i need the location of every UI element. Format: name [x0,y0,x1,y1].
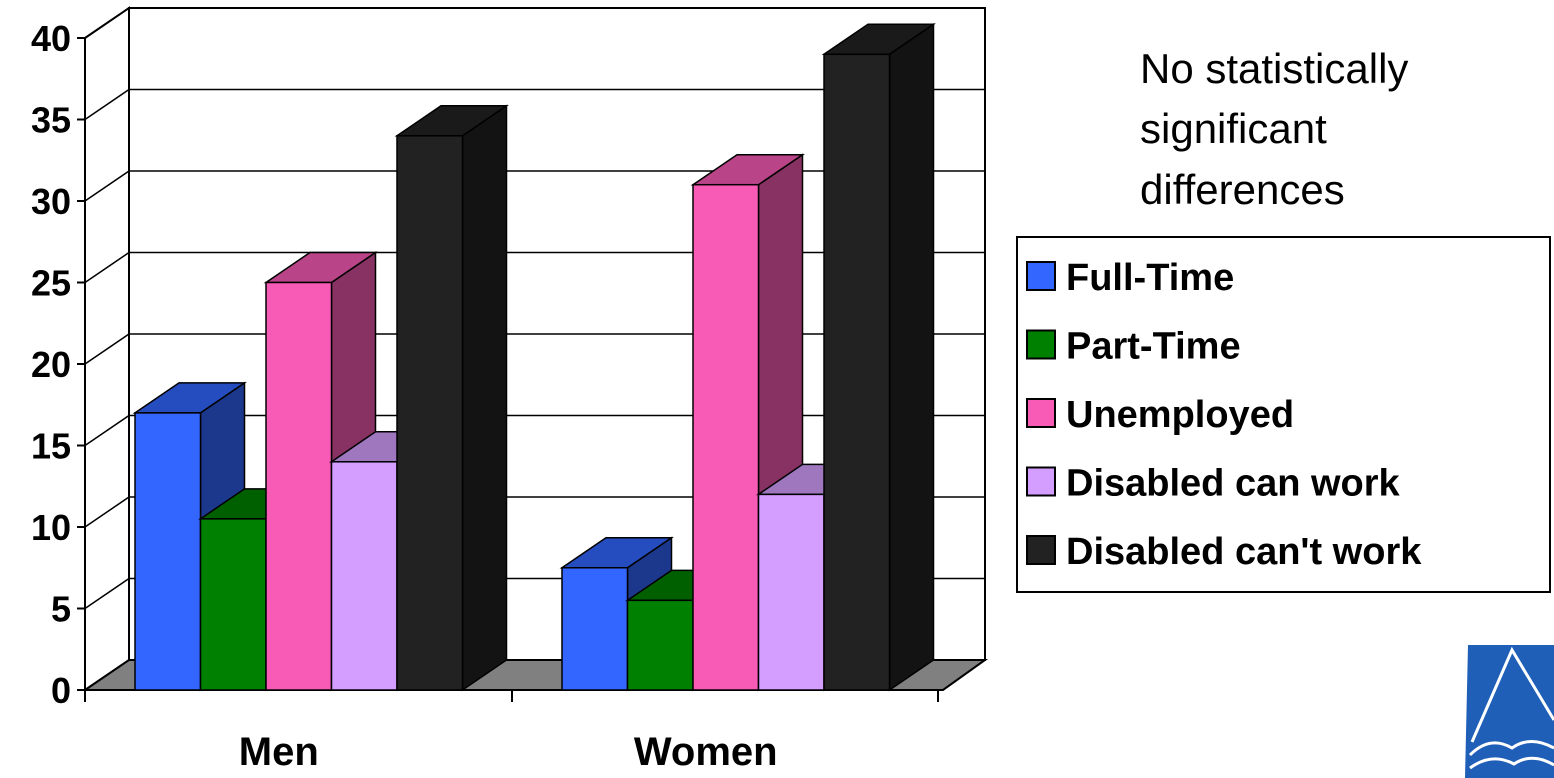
bar [821,22,936,692]
note-line-2: significant [1140,105,1327,152]
y-tick-label: 0 [51,670,71,711]
gridline-diagonal [84,170,130,202]
bar-front [692,183,760,691]
legend-label: Full-Time [1066,257,1234,299]
bar-front [823,53,891,691]
y-tick-label: 5 [51,589,71,630]
y-tick-label: 25 [31,263,71,304]
y-tick-label: 40 [31,18,71,59]
y-tick-label: 10 [31,507,71,548]
bar-front [396,135,464,691]
x-category-labels: Men Women [239,730,778,774]
triangle-logo-icon [1465,645,1554,778]
legend-label: Unemployed [1066,394,1294,436]
y-tick-label: 35 [31,100,71,141]
annotation-note: No statistically significant differences [1140,45,1408,213]
bar-side [461,104,508,692]
bar [394,104,509,692]
bar-front [134,412,202,691]
y-tick-label: 20 [31,344,71,385]
bar-front [199,518,267,691]
gridline-diagonal [84,251,130,284]
legend-swatch [1026,535,1056,565]
legend-swatch [1026,466,1056,497]
legend-swatch [1026,329,1056,360]
gridline-diagonal [84,577,130,610]
y-tick-labels: 0 5 10 15 20 25 30 35 40 [31,18,71,711]
bar-side [888,22,935,692]
legend-box [1016,236,1551,593]
gridline-diagonal [84,333,130,365]
bar-front [561,567,629,691]
gridline-diagonal [84,496,130,528]
gridline-diagonal [84,88,130,121]
x-category-label: Men [239,730,319,774]
x-category-label: Women [634,730,778,774]
legend-swatch [1026,261,1056,291]
y-tick-label: 30 [31,181,71,222]
bars [132,22,936,692]
y-tick-label: 15 [31,426,71,467]
legend-label: Disabled can work [1066,463,1401,505]
gridline-diagonal [84,7,130,39]
note-line-1: No statistically [1140,45,1408,92]
legend-swatch [1026,398,1056,428]
legend: Full-Time Part-Time Unemployed Disabled can… [1016,236,1551,593]
gridline-diagonal [84,414,130,447]
bar-front [265,281,333,691]
legend-label: Disabled can't work [1066,531,1422,573]
bar-front [626,599,694,691]
bar-front [757,493,825,691]
bar-front [330,461,398,691]
legend-label: Part-Time [1066,326,1241,368]
note-line-3: differences [1140,166,1345,213]
